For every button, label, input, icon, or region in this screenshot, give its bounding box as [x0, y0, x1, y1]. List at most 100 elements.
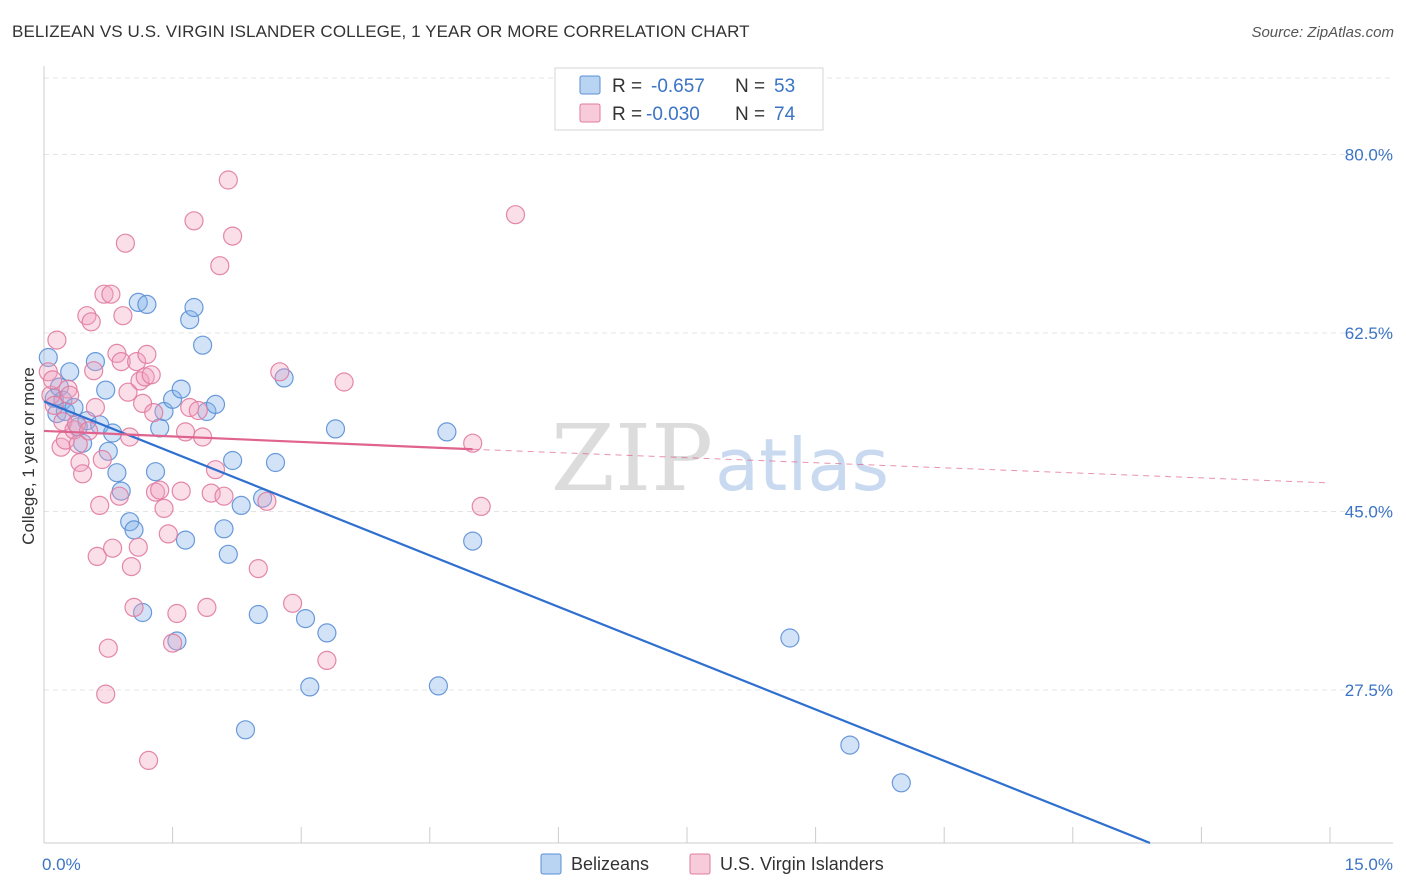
- point-belizeans-16: [107, 463, 127, 483]
- legend-r-value-virgin-islanders: -0.030: [646, 104, 700, 125]
- point-virgin-islanders-51: [167, 603, 187, 624]
- point-virgin-islanders-36: [124, 597, 144, 618]
- point-belizeans-52: [840, 735, 860, 755]
- point-virgin-islanders-32: [115, 233, 136, 253]
- point-virgin-islanders-52: [171, 481, 191, 501]
- point-belizeans-23: [145, 462, 166, 482]
- point-virgin-islanders-61: [210, 256, 230, 276]
- point-belizeans-39: [235, 720, 256, 740]
- point-virgin-islanders-19: [85, 397, 106, 418]
- watermark: ZIP atlas: [551, 405, 889, 512]
- legend-r-value-belizeans: -0.657: [651, 76, 705, 97]
- trend-line-virgin-islanders: [43, 429, 473, 451]
- point-virgin-islanders-9: [60, 385, 80, 405]
- watermark-zip: ZIP: [551, 405, 713, 512]
- point-virgin-islanders-62: [214, 486, 234, 506]
- point-virgin-islanders-49: [158, 524, 178, 544]
- y-tick-label-2: 45.0%: [1345, 503, 1393, 522]
- point-virgin-islanders-63: [218, 170, 238, 190]
- point-belizeans-49: [437, 422, 457, 442]
- point-virgin-islanders-50: [163, 633, 183, 653]
- point-virgin-islanders-17: [81, 312, 101, 332]
- x-tick-label-0: 0.0%: [42, 855, 81, 874]
- y-tick-label-1: 62.5%: [1345, 324, 1393, 343]
- point-virgin-islanders-55: [184, 211, 204, 231]
- point-virgin-islanders-22: [92, 449, 112, 470]
- point-virgin-islanders-30: [111, 352, 131, 372]
- trend-line-belizeans: [43, 400, 1151, 845]
- legend-r-label-belizeans: R =: [612, 76, 642, 97]
- gridlines: [44, 77, 1393, 691]
- point-belizeans-42: [265, 452, 286, 473]
- point-belizeans-28: [171, 379, 191, 399]
- point-virgin-islanders-68: [283, 593, 303, 613]
- legend-r-label-virgin-islanders: R =: [612, 104, 642, 125]
- series-legend-swatch-virgin-islanders: [689, 853, 711, 875]
- point-virgin-islanders-38: [128, 537, 148, 557]
- series-legend-swatch-belizeans: [540, 853, 562, 875]
- point-belizeans-35: [214, 519, 234, 539]
- point-virgin-islanders-26: [101, 284, 121, 304]
- point-belizeans-13: [96, 380, 116, 400]
- legend-n-label-virgin-islanders: N =: [735, 104, 765, 125]
- point-virgin-islanders-14: [72, 464, 93, 484]
- point-virgin-islanders-47: [150, 480, 170, 500]
- point-virgin-islanders-20: [87, 546, 107, 567]
- point-virgin-islanders-69: [317, 650, 337, 671]
- chart-source: Source: ZipAtlas.com: [1251, 24, 1394, 41]
- point-virgin-islanders-71: [463, 433, 483, 453]
- legend-n-label-belizeans: N =: [735, 76, 765, 97]
- point-virgin-islanders-35: [121, 556, 141, 577]
- point-belizeans-37: [223, 450, 243, 471]
- point-belizeans-40: [248, 604, 268, 625]
- point-virgin-islanders-25: [98, 638, 118, 658]
- series-legend: Belizeans U.S. Virgin Islanders: [540, 853, 884, 875]
- point-belizeans-46: [317, 623, 337, 643]
- point-virgin-islanders-27: [102, 538, 123, 558]
- series-legend-label-belizeans: Belizeans: [571, 854, 649, 874]
- x-tick-label-1: 15.0%: [1345, 855, 1393, 874]
- series-legend-label-virgin-islanders: U.S. Virgin Islanders: [720, 854, 884, 874]
- y-tick-label-3: 27.5%: [1345, 681, 1393, 700]
- point-virgin-islanders-24: [96, 684, 116, 704]
- point-virgin-islanders-44: [141, 365, 161, 385]
- point-belizeans-19: [124, 520, 144, 540]
- correlation-legend: R = -0.657 N = 53 R = -0.030 N = 74: [554, 67, 824, 131]
- point-belizeans-6: [60, 362, 80, 382]
- point-virgin-islanders-64: [223, 226, 243, 246]
- point-virgin-islanders-43: [139, 750, 159, 771]
- point-belizeans-0: [38, 347, 58, 368]
- point-virgin-islanders-21: [90, 495, 110, 515]
- point-belizeans-53: [891, 773, 911, 793]
- legend-swatch-virgin-islanders: [579, 103, 601, 123]
- point-belizeans-31: [184, 297, 204, 318]
- legend-swatch-belizeans: [579, 75, 601, 95]
- point-virgin-islanders-29: [109, 486, 130, 506]
- point-belizeans-29: [175, 530, 196, 550]
- point-virgin-islanders-34: [120, 427, 140, 447]
- point-belizeans-44: [295, 608, 316, 629]
- point-virgin-islanders-33: [118, 382, 138, 402]
- watermark-atlas: atlas: [715, 423, 889, 507]
- point-belizeans-45: [300, 677, 320, 697]
- trend-lines: [43, 400, 1331, 845]
- point-virgin-islanders-13: [70, 452, 90, 473]
- point-belizeans-51: [780, 628, 800, 648]
- point-belizeans-48: [428, 676, 448, 696]
- point-virgin-islanders-56: [188, 400, 208, 421]
- point-virgin-islanders-37: [127, 352, 147, 372]
- point-virgin-islanders-23: [94, 284, 114, 304]
- chart-title: BELIZEAN VS U.S. VIRGIN ISLANDER COLLEGE…: [12, 22, 750, 41]
- point-virgin-islanders-48: [154, 498, 174, 518]
- point-virgin-islanders-42: [137, 344, 157, 364]
- point-virgin-islanders-2: [42, 370, 63, 390]
- tick-labels: 80.0% 62.5% 45.0% 27.5% 0.0% 15.0%: [42, 146, 1393, 875]
- point-virgin-islanders-16: [78, 421, 99, 441]
- point-belizeans-34: [205, 394, 226, 414]
- point-virgin-islanders-4: [47, 330, 67, 350]
- y-tick-label-0: 80.0%: [1345, 146, 1393, 165]
- axes: [43, 66, 1393, 844]
- legend-n-value-virgin-islanders: 74: [774, 104, 796, 125]
- point-virgin-islanders-31: [113, 306, 133, 326]
